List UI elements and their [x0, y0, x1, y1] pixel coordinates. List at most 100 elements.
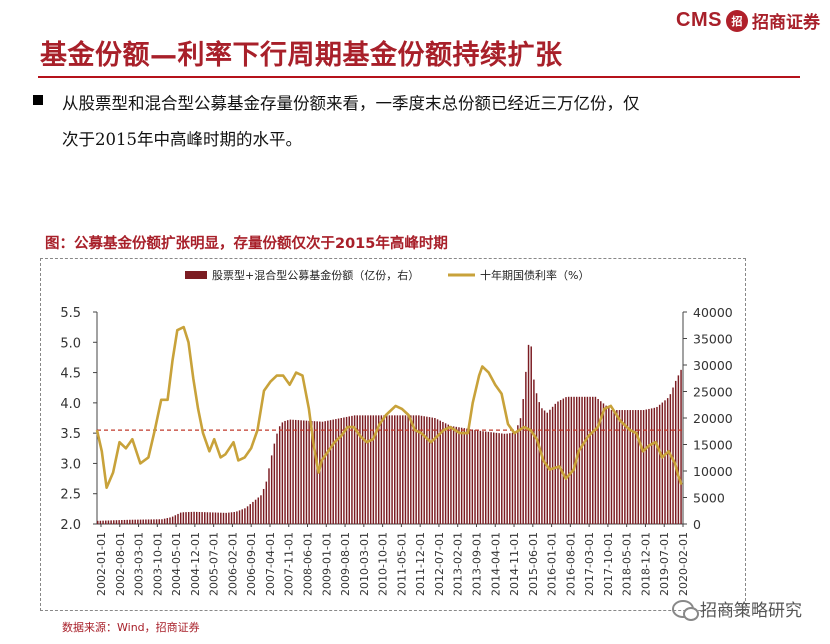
bar: [171, 516, 174, 524]
bar: [549, 409, 551, 524]
bar: [658, 404, 661, 524]
bar: [284, 420, 286, 524]
bar: [196, 511, 198, 524]
bar: [359, 415, 361, 524]
bar: [311, 421, 313, 524]
bar: [241, 509, 243, 524]
bar: [158, 519, 161, 524]
x-tick-label: 2018-05-01: [621, 532, 634, 596]
bar: [107, 520, 110, 524]
bar: [361, 415, 364, 524]
bar: [479, 430, 482, 524]
yield-line: [95, 325, 683, 489]
right-tick-label: 25000: [693, 385, 733, 400]
x-tick-label: 2017-03-01: [583, 532, 596, 596]
bar: [102, 520, 104, 524]
x-tick-label: 2017-10-01: [602, 532, 615, 596]
bar: [97, 520, 99, 524]
bar: [204, 512, 206, 524]
bar: [447, 424, 450, 524]
bar: [648, 408, 650, 524]
bar: [110, 520, 112, 524]
bar: [407, 415, 409, 524]
bar: [650, 408, 653, 524]
bar: [327, 420, 329, 524]
right-tick-label: 30000: [693, 358, 733, 373]
x-tick-label: 2014-11-01: [508, 532, 521, 596]
bar: [501, 433, 503, 524]
bar: [498, 433, 500, 524]
bar: [139, 519, 142, 524]
brand-cms-text: CMS: [676, 9, 722, 31]
x-axis-labels: 2002-01-01 2002-08-01 2003-03-01 2003-10-01…: [95, 524, 690, 596]
legend-swatch-bars: [185, 271, 207, 279]
bar: [666, 398, 669, 524]
bar: [257, 497, 260, 524]
bar: [559, 400, 562, 524]
bar: [482, 431, 484, 524]
bar: [530, 346, 532, 524]
bar: [353, 415, 356, 524]
bar: [297, 420, 300, 524]
bar: [187, 512, 190, 524]
bar: [543, 410, 546, 524]
bar: [439, 420, 441, 524]
bar: [150, 519, 152, 524]
bar: [262, 488, 265, 524]
bar: [129, 519, 131, 524]
bar: [137, 519, 139, 524]
bar: [436, 419, 439, 524]
bar: [503, 433, 506, 524]
x-tick-label: 2009-08-01: [339, 532, 352, 596]
x-tick-label: 2004-05-01: [170, 532, 183, 596]
bar: [163, 518, 166, 524]
bar: [174, 515, 177, 524]
bar: [514, 432, 516, 524]
bar: [653, 407, 656, 524]
x-tick-label: 2019-07-01: [658, 532, 671, 596]
x-tick-label: 2016-08-01: [564, 532, 577, 596]
bar: [637, 410, 639, 524]
bar: [642, 410, 645, 524]
bar: [190, 511, 193, 524]
bar: [308, 420, 310, 524]
bar: [268, 468, 270, 524]
bar: [664, 400, 666, 524]
bar: [185, 512, 187, 524]
bar: [621, 410, 623, 524]
bar: [206, 512, 209, 524]
x-tick-label: 2006-02-01: [226, 532, 239, 596]
bar: [335, 419, 337, 524]
bar: [674, 380, 677, 524]
bar: [377, 415, 380, 524]
left-tick-label: 4.0: [60, 397, 81, 412]
bar: [169, 517, 171, 524]
bar: [305, 420, 308, 524]
bar: [471, 429, 474, 524]
bar: [468, 429, 471, 524]
bar: [680, 369, 682, 524]
x-tick-label: 2011-12-01: [414, 532, 427, 596]
x-tick-label: 2013-02-01: [452, 532, 465, 596]
bar: [618, 410, 621, 524]
bullet-square-icon: [33, 95, 43, 105]
bar: [565, 397, 567, 524]
left-tick-label: 3.5: [60, 427, 81, 442]
bar: [385, 415, 388, 524]
bar: [303, 420, 305, 524]
brand-emblem-icon: 招: [726, 9, 748, 32]
bar: [131, 519, 134, 524]
bar: [538, 402, 540, 524]
bar: [399, 415, 401, 524]
bar: [273, 443, 276, 524]
bar: [669, 394, 672, 524]
brand-logo-group: CMS 招 招商证券: [676, 8, 820, 33]
data-source: 数据来源：Wind，招商证券: [62, 621, 200, 634]
bar: [423, 416, 425, 524]
watermark-text: 招商策略研究: [700, 601, 802, 621]
bar: [321, 421, 324, 524]
bar: [222, 512, 225, 524]
bar: [142, 519, 144, 524]
right-tick-label: 0: [693, 517, 701, 532]
x-tick-label: 2010-03-01: [358, 532, 371, 596]
